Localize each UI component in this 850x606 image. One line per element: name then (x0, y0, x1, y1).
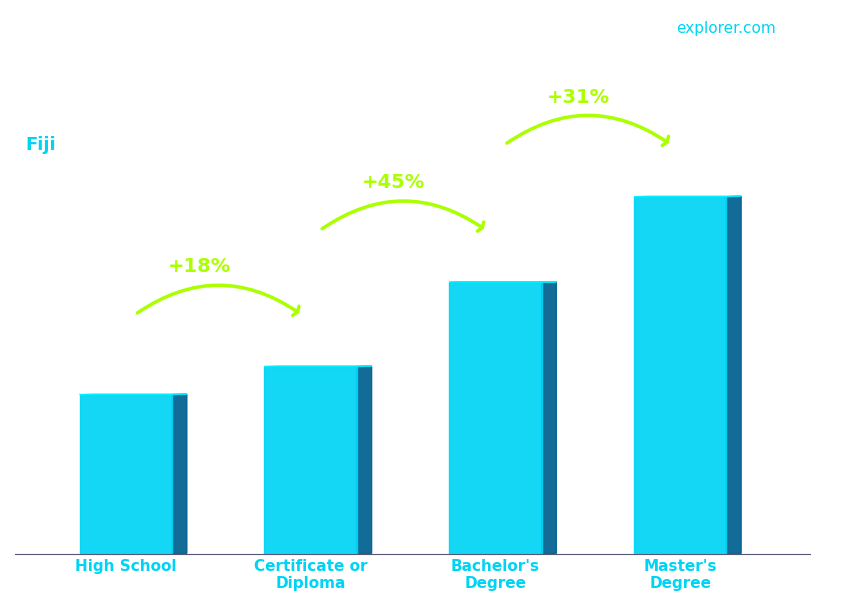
Text: +18%: +18% (168, 258, 231, 276)
Polygon shape (541, 282, 557, 554)
Text: explorer.com: explorer.com (677, 21, 776, 36)
Polygon shape (172, 395, 187, 554)
Bar (634, 197, 727, 554)
Text: +45%: +45% (362, 173, 425, 192)
Polygon shape (727, 196, 741, 554)
Text: Average Monthly Salary: Average Monthly Salary (827, 236, 837, 370)
Bar (449, 282, 541, 554)
Text: Salary Comparison By Education: Salary Comparison By Education (26, 42, 534, 70)
Bar (80, 395, 172, 554)
Text: Director of Project Management: Director of Project Management (26, 94, 337, 113)
Text: 10,300 FJD: 10,300 FJD (636, 175, 725, 190)
Bar (264, 367, 357, 554)
Text: 5,400 FJD: 5,400 FJD (271, 345, 350, 359)
Text: Fiji: Fiji (26, 136, 56, 155)
Text: +31%: +31% (547, 88, 610, 107)
Text: 7,830 FJD: 7,830 FJD (456, 261, 535, 275)
Text: salary: salary (612, 21, 665, 36)
Text: 4,590 FJD: 4,590 FJD (87, 373, 166, 388)
Polygon shape (357, 366, 371, 554)
